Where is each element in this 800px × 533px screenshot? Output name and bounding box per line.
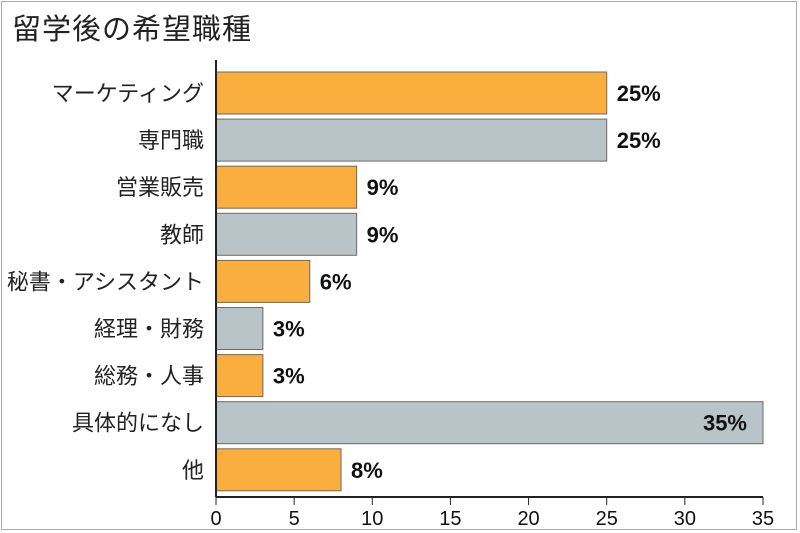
x-tick-label: 15 (439, 508, 461, 530)
x-tick-label: 20 (517, 508, 539, 530)
category-label: 具体的になし (72, 411, 204, 436)
category-label: 秘書・アシスタント (7, 269, 204, 294)
value-label: 9% (367, 175, 399, 200)
bar (215, 118, 608, 162)
bar (215, 165, 358, 209)
x-tick-label: 30 (674, 508, 696, 530)
category-label: 教師 (160, 222, 204, 247)
x-tick-label: 0 (210, 508, 221, 530)
category-label: 営業販売 (116, 175, 204, 200)
bar (215, 212, 358, 256)
x-tick-label: 10 (361, 508, 383, 530)
value-label: 8% (351, 458, 383, 483)
bar (215, 448, 342, 492)
category-label: 経理・財務 (94, 317, 204, 342)
value-label: 6% (320, 269, 352, 294)
bar (215, 401, 764, 445)
x-tick-label: 5 (289, 508, 300, 530)
x-tick-label: 35 (752, 508, 774, 530)
category-label: 専門職 (138, 128, 204, 153)
category-label: 総務・人事 (94, 364, 204, 389)
category-label: 他 (182, 458, 204, 483)
bar (215, 307, 264, 350)
bar (215, 354, 264, 398)
x-tick-label: 25 (596, 508, 618, 530)
value-label: 3% (273, 317, 305, 342)
value-label: 35% (703, 411, 747, 436)
value-label: 9% (367, 222, 399, 247)
value-label: 3% (273, 364, 305, 389)
bar (215, 71, 608, 115)
category-label: マーケティング (52, 81, 204, 106)
value-label: 25% (617, 81, 661, 106)
bar (215, 259, 311, 303)
chart-title: 留学後の希望職種 (12, 14, 253, 46)
value-label: 25% (617, 128, 661, 153)
